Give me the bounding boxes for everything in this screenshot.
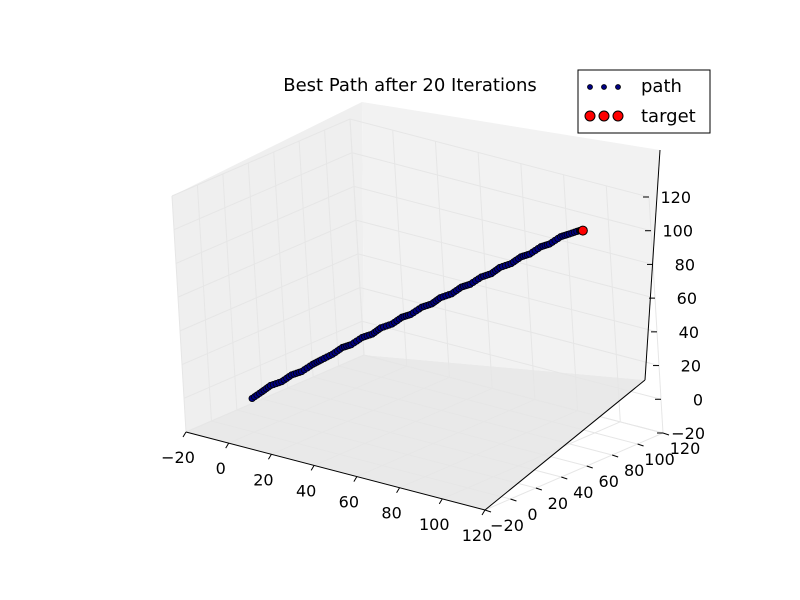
x-tick <box>396 487 401 493</box>
legend-label-path: path <box>641 76 682 97</box>
left-pane <box>172 102 364 432</box>
x-tick <box>353 476 358 482</box>
legend-path-markers <box>587 84 621 90</box>
legend-target-markers <box>584 110 624 122</box>
z-gridline <box>177 219 656 299</box>
z-gridline <box>181 287 660 367</box>
x-tick <box>481 509 486 516</box>
x-tick <box>267 454 272 460</box>
z-gridline <box>173 152 652 232</box>
z-gridline <box>185 354 664 434</box>
x-tick-label: 80 <box>381 504 401 523</box>
y-tick <box>535 487 543 491</box>
chart-title: Best Path after 20 Iterations <box>283 75 537 96</box>
x-tick <box>225 442 230 449</box>
y-tick-label: −20 <box>490 516 524 535</box>
y-tick-label: 0 <box>527 505 537 524</box>
y-tick <box>611 454 619 458</box>
legend-path-marker <box>587 84 593 90</box>
legend-target-marker <box>584 110 596 122</box>
z-tick-label: −20 <box>671 424 705 443</box>
y-tick <box>484 509 492 513</box>
x-tick <box>438 498 443 505</box>
target-point <box>577 225 588 236</box>
z-tick-label: 0 <box>693 390 703 409</box>
legend-label-target: target <box>641 106 696 127</box>
x-tick-label: 20 <box>253 470 273 489</box>
x-axis-line <box>185 431 486 511</box>
z-gridline <box>171 118 650 198</box>
legend-box <box>577 69 711 134</box>
z-axis-line <box>644 149 661 381</box>
y-tick <box>561 476 568 480</box>
y-axis-line <box>484 379 646 511</box>
z-tick-label: 120 <box>660 188 691 207</box>
x-tick-label: 120 <box>462 526 493 545</box>
data-marks <box>248 225 588 403</box>
y-tick-label: 120 <box>670 439 701 458</box>
y-tick <box>586 465 593 469</box>
legend-path-marker <box>615 84 621 90</box>
legend-target-marker <box>612 110 624 122</box>
x-tick-label: 60 <box>339 493 359 512</box>
z-tick-label: 40 <box>679 323 699 342</box>
x-tick-label: 0 <box>216 459 226 478</box>
floor-pane <box>186 355 645 510</box>
grid-lines <box>171 118 664 511</box>
axis-ticks: −20020406080100120−20020406080100120−200… <box>161 188 705 545</box>
y-tick-label: 40 <box>573 483 593 502</box>
y-tick-label: 60 <box>599 472 619 491</box>
legend-target-marker <box>598 110 610 122</box>
z-tick-label: 20 <box>681 357 701 376</box>
x-tick-label: −20 <box>161 448 195 467</box>
axes-panes <box>172 102 660 510</box>
x-tick-label: 100 <box>419 515 450 534</box>
back-pane <box>362 102 660 380</box>
z-gridline <box>179 253 658 333</box>
legend: path target <box>577 69 711 134</box>
y-tick-label: 20 <box>548 494 568 513</box>
z-gridline <box>183 320 662 400</box>
x-tick-label: 40 <box>296 481 316 500</box>
z-tick-label: 60 <box>677 289 697 308</box>
z-tick-label: 100 <box>662 222 693 241</box>
y-tick-label: 80 <box>624 461 644 480</box>
x-tick <box>310 465 315 471</box>
z-tick-label: 80 <box>675 255 695 274</box>
y-tick <box>637 443 644 447</box>
axes-lines <box>185 149 661 511</box>
y-tick <box>510 498 517 502</box>
x-tick <box>182 431 187 438</box>
y-tick-label: 100 <box>644 450 675 469</box>
y-tick <box>662 432 670 436</box>
legend-path-marker <box>601 84 607 90</box>
